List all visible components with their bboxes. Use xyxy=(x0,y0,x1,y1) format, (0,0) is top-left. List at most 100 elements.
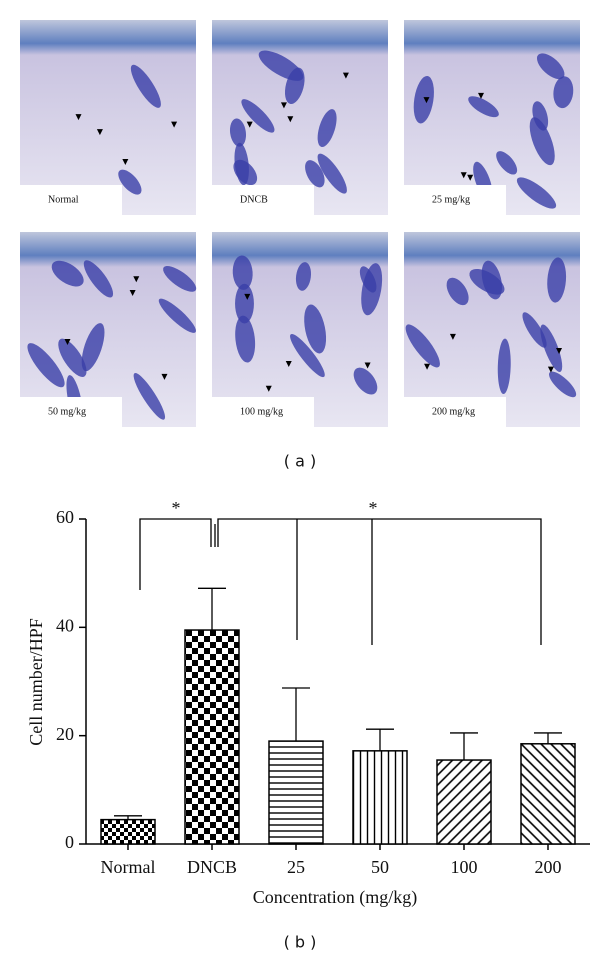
x-tick-label: DNCB xyxy=(187,857,237,877)
follicle xyxy=(163,265,197,292)
follicle xyxy=(290,334,325,378)
follicle xyxy=(522,312,547,348)
follicle xyxy=(235,315,256,363)
y-tick-label: 0 xyxy=(65,832,74,852)
follicle xyxy=(548,371,577,398)
y-axis-label: Cell number/HPF xyxy=(26,618,46,746)
label-box xyxy=(20,397,122,427)
x-tick-label: 25 xyxy=(287,857,305,877)
arrowhead xyxy=(342,72,349,79)
x-tick-label: 50 xyxy=(371,857,389,877)
follicle xyxy=(229,118,247,147)
x-tick-label: 100 xyxy=(451,857,478,877)
follicle xyxy=(235,283,254,324)
panel-label: 200 mg/kg xyxy=(432,406,475,417)
arrowhead xyxy=(265,385,272,392)
arrowhead xyxy=(280,102,287,109)
arrowhead xyxy=(287,116,294,123)
arrowhead xyxy=(556,348,563,355)
brackets xyxy=(139,518,542,645)
caption: ( a ) xyxy=(284,452,316,471)
arrowhead xyxy=(467,174,474,181)
arrowhead xyxy=(246,121,253,128)
follicle xyxy=(305,160,325,188)
follicle xyxy=(553,76,574,109)
arrowhead xyxy=(171,121,178,128)
arrowhead xyxy=(285,360,292,367)
micrograph: 25 mg/kg xyxy=(404,20,580,215)
panel-label: DNCB xyxy=(240,194,268,205)
arrowhead xyxy=(477,92,484,99)
follicle xyxy=(81,323,105,372)
arrowhead xyxy=(96,129,103,136)
arrowhead xyxy=(424,363,431,370)
follicle xyxy=(51,260,84,287)
bar xyxy=(100,818,156,845)
label-box xyxy=(20,185,122,215)
follicle xyxy=(359,266,377,293)
y-tick-label: 60 xyxy=(56,507,74,527)
follicle xyxy=(241,99,275,133)
follicle xyxy=(496,151,518,175)
follicle xyxy=(317,153,347,194)
follicle xyxy=(295,262,312,291)
follicle xyxy=(516,177,557,209)
micrograph: Normal xyxy=(20,20,196,215)
follicle xyxy=(536,53,565,80)
x-tick-label: Normal xyxy=(101,857,156,877)
arrowhead xyxy=(133,276,140,283)
arrowhead xyxy=(122,158,129,165)
label-box xyxy=(212,185,314,215)
tissue xyxy=(20,232,196,427)
arrowhead xyxy=(64,339,71,346)
micrograph: 100 mg/kg xyxy=(212,232,388,427)
follicle xyxy=(27,343,65,388)
y-tick-label: 40 xyxy=(56,615,74,635)
follicle xyxy=(317,109,337,148)
tissue xyxy=(20,20,196,215)
tissue xyxy=(404,20,580,215)
arrowhead xyxy=(75,114,82,121)
panel-label: 100 mg/kg xyxy=(240,406,283,417)
x-axis-label: Concentration (mg/kg) xyxy=(253,887,417,908)
follicle xyxy=(284,67,305,105)
arrowhead xyxy=(364,362,371,369)
bar xyxy=(184,629,240,845)
follicle xyxy=(58,338,87,377)
annotation: * xyxy=(172,498,181,518)
follicle xyxy=(468,96,499,118)
x-tick-label: 200 xyxy=(535,857,562,877)
micrograph: 200 mg/kg xyxy=(404,232,580,427)
arrowhead xyxy=(161,373,168,380)
follicle xyxy=(83,260,114,298)
bar xyxy=(268,740,324,845)
annotation: * xyxy=(369,498,378,518)
micrograph: 50 mg/kg xyxy=(20,232,197,427)
follicle xyxy=(497,338,511,395)
arrowhead xyxy=(449,333,456,340)
follicle xyxy=(133,373,166,420)
bar xyxy=(352,750,408,845)
follicle xyxy=(481,260,503,300)
arrowhead xyxy=(244,293,251,300)
panel-label: 50 mg/kg xyxy=(48,406,86,417)
follicle xyxy=(158,298,196,333)
arrowhead xyxy=(129,289,136,296)
bar xyxy=(520,743,576,845)
follicle xyxy=(118,169,142,195)
follicle xyxy=(353,367,378,395)
follicle xyxy=(130,64,161,108)
bar xyxy=(436,759,492,845)
panel-label: 25 mg/kg xyxy=(432,194,470,205)
follicle xyxy=(234,142,249,186)
follicle xyxy=(540,324,563,372)
follicle xyxy=(446,277,469,306)
follicle xyxy=(232,255,253,290)
panel-label: Normal xyxy=(48,194,79,205)
label-box xyxy=(212,397,314,427)
label-box xyxy=(404,185,506,215)
arrowhead xyxy=(423,97,430,104)
follicle xyxy=(405,324,440,368)
arrowhead xyxy=(460,172,467,179)
